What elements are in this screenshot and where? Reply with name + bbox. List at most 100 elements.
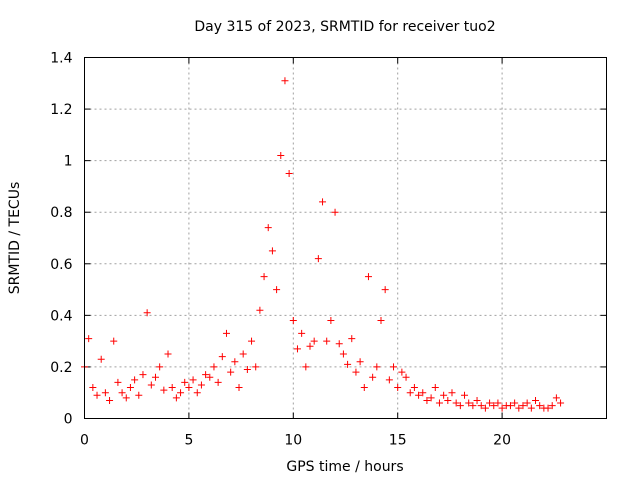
data-point <box>452 399 460 407</box>
data-point <box>310 337 318 345</box>
data-point <box>273 286 281 294</box>
data-point <box>448 389 456 397</box>
data-point <box>248 337 256 345</box>
data-point <box>231 358 239 366</box>
data-point <box>385 376 393 384</box>
data-point <box>323 337 331 345</box>
data-point <box>523 399 531 407</box>
y-tick-label: 0.4 <box>50 308 72 324</box>
data-point <box>536 402 544 410</box>
x-tick-label: 20 <box>493 433 511 449</box>
data-point <box>156 363 164 371</box>
data-point <box>118 389 126 397</box>
data-point <box>143 309 151 317</box>
data-point <box>481 404 489 412</box>
y-tick-label: 0.8 <box>50 205 72 221</box>
data-point <box>427 394 435 402</box>
data-point <box>264 224 272 232</box>
data-point <box>197 381 205 389</box>
data-point <box>319 198 327 206</box>
data-point <box>469 402 477 410</box>
data-point <box>486 399 494 407</box>
data-point <box>202 371 210 379</box>
data-point <box>327 317 335 325</box>
data-point <box>456 402 464 410</box>
data-point <box>210 363 218 371</box>
data-point <box>331 208 339 216</box>
grid-lines <box>84 57 607 419</box>
data-points <box>81 77 565 412</box>
data-point <box>293 345 301 353</box>
data-point <box>548 402 556 410</box>
data-point <box>110 337 118 345</box>
data-point <box>515 404 523 412</box>
data-point <box>252 363 260 371</box>
y-tick-label: 1 <box>64 154 73 170</box>
data-point <box>227 368 235 376</box>
x-tick-labels: 0 5 10 15 20 <box>80 433 511 449</box>
data-point <box>214 378 222 386</box>
data-point <box>181 378 189 386</box>
data-point <box>364 273 372 281</box>
data-point <box>381 286 389 294</box>
data-point <box>131 376 139 384</box>
x-tick-label: 15 <box>389 433 407 449</box>
data-point <box>390 363 398 371</box>
y-axis-label: SRMTID / TECUs <box>7 182 23 295</box>
data-point <box>151 373 159 381</box>
data-point <box>302 363 310 371</box>
data-point <box>239 350 247 358</box>
data-point <box>260 273 268 281</box>
data-point <box>101 389 109 397</box>
plot-frame <box>84 57 607 419</box>
data-point <box>97 355 105 363</box>
data-point <box>532 396 540 404</box>
data-point <box>519 402 527 410</box>
x-tick-label: 5 <box>184 433 193 449</box>
data-point <box>222 329 230 337</box>
data-point <box>277 151 285 159</box>
data-point <box>461 391 469 399</box>
data-point <box>394 384 402 392</box>
data-point <box>335 340 343 348</box>
data-point <box>369 373 377 381</box>
data-point <box>406 389 414 397</box>
data-point <box>419 389 427 397</box>
data-point <box>285 170 293 178</box>
data-point <box>552 394 560 402</box>
data-point <box>218 353 226 361</box>
data-point <box>177 389 185 397</box>
data-point <box>465 399 473 407</box>
data-point <box>85 335 93 343</box>
data-point <box>289 317 297 325</box>
data-point <box>122 394 130 402</box>
x-tick-label: 0 <box>80 433 89 449</box>
data-point <box>423 396 431 404</box>
data-point <box>281 77 289 85</box>
data-point <box>402 373 410 381</box>
data-point <box>164 350 172 358</box>
chart-title: Day 315 of 2023, SRMTID for receiver tuo… <box>194 19 495 35</box>
data-point <box>415 391 423 399</box>
data-point <box>168 384 176 392</box>
data-point <box>135 391 143 399</box>
data-point <box>189 376 197 384</box>
data-point <box>298 329 306 337</box>
data-point <box>114 378 122 386</box>
data-point <box>473 396 481 404</box>
data-point <box>506 402 514 410</box>
data-point <box>544 404 552 412</box>
data-point <box>435 399 443 407</box>
data-point <box>498 404 506 412</box>
data-point <box>268 247 276 255</box>
data-point <box>352 368 360 376</box>
y-tick-label: 1.2 <box>50 102 72 118</box>
data-point <box>147 381 155 389</box>
y-tick-label: 0.6 <box>50 257 72 273</box>
data-point <box>185 384 193 392</box>
data-point <box>431 384 439 392</box>
data-point <box>373 363 381 371</box>
x-axis-label: GPS time / hours <box>286 459 403 475</box>
data-point <box>314 255 322 263</box>
